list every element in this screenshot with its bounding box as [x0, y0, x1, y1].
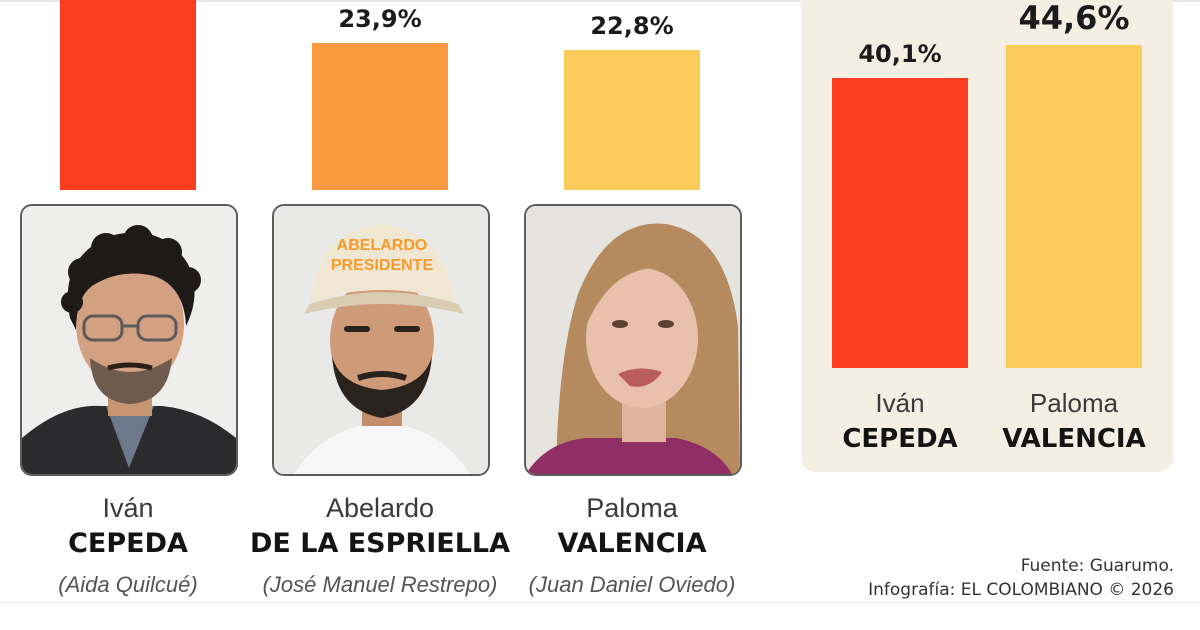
candidate-last-name-cepeda: CEPEDA: [68, 528, 188, 559]
value-label-abelardo-de-la-espriella: 23,9%: [338, 5, 422, 33]
top-strip: [0, 0, 1200, 2]
runoff-value-label-paloma-valencia: 44,6%: [1018, 0, 1130, 38]
candidate-photo-de-la-espriella: ABELARDO PRESIDENTE: [272, 204, 490, 476]
bar-ivan-cepeda: [60, 0, 196, 190]
candidate-photo-valencia: [524, 204, 742, 476]
runoff-first-name-cepeda: Iván: [875, 388, 925, 418]
candidate-first-name-cepeda: Iván: [102, 493, 154, 523]
bar-abelardo-de-la-espriella: [312, 43, 448, 190]
first-round-chart: 23,9% 22,8%: [0, 0, 780, 200]
infographic-credit: Infografía: EL COLOMBIANO © 2026: [868, 580, 1174, 600]
candidate-photo-cepeda: [20, 204, 238, 476]
runoff-bar-paloma-valencia: [1006, 45, 1142, 368]
bar-paloma-valencia: [564, 49, 700, 190]
runoff-chart: 40,1% 44,6%: [801, 0, 1173, 370]
candidate-first-name-de-la-espriella: Abelardo: [325, 493, 435, 523]
runoff-bar-ivan-cepeda: [832, 77, 968, 368]
candidate-last-name-valencia: VALENCIA: [557, 528, 707, 559]
source-credit: Fuente: Guarumo.: [1020, 556, 1174, 576]
svg-text:ABELARDO: ABELARDO: [337, 237, 428, 254]
runoff-first-name-valencia: Paloma: [1029, 388, 1119, 418]
svg-text:PRESIDENTE: PRESIDENTE: [331, 257, 434, 274]
runoff-value-label-ivan-cepeda: 40,1%: [858, 39, 942, 68]
bottom-divider: [0, 602, 1200, 603]
running-mate-valencia: (Juan Daniel Oviedo): [528, 572, 736, 597]
running-mate-de-la-espriella: (José Manuel Restrepo): [262, 572, 498, 597]
runoff-last-name-valencia: VALENCIA: [1002, 424, 1146, 454]
running-mate-cepeda: (Aida Quilcué): [58, 572, 198, 597]
candidate-last-name-de-la-espriella: DE LA ESPRIELLA: [249, 528, 511, 559]
runoff-last-name-cepeda: CEPEDA: [842, 424, 958, 454]
candidate-first-name-valencia: Paloma: [586, 493, 678, 523]
value-label-paloma-valencia: 22,8%: [590, 11, 674, 40]
